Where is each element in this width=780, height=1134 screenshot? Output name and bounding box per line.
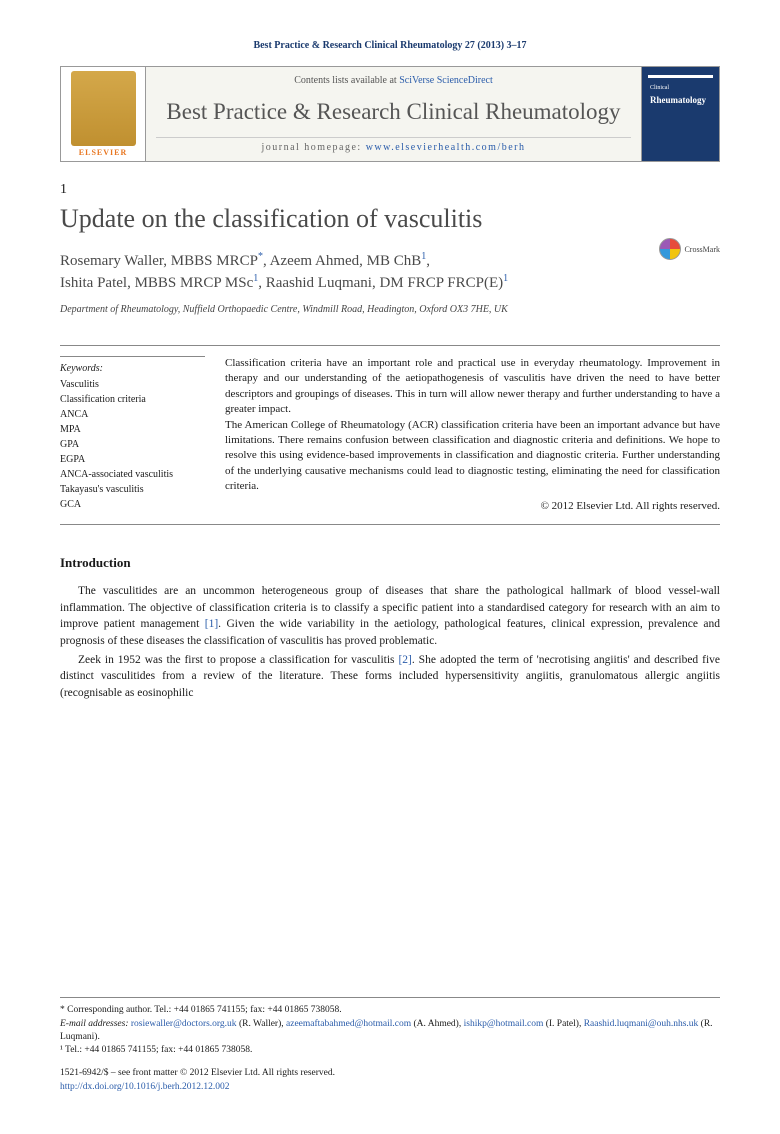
authors-block: Rosemary Waller, MBBS MRCP*, Azeem Ahmed… (60, 250, 720, 294)
homepage-line: journal homepage: www.elsevierhealth.com… (156, 137, 631, 153)
article-title: Update on the classification of vasculit… (60, 204, 720, 234)
abstract-p2: The American College of Rheumatology (AC… (225, 418, 720, 495)
email-2[interactable]: azeemaftabahmed@hotmail.com (286, 1019, 411, 1029)
email-4[interactable]: Raashid.luqmani@ouh.nhs.uk (584, 1019, 699, 1029)
author-3: Ishita Patel, MBBS MRCP MSc (60, 275, 253, 291)
sciencedirect-link[interactable]: SciVerse ScienceDirect (399, 75, 493, 86)
elsevier-tree-icon (71, 71, 136, 146)
abstract-p1: Classification criteria have an importan… (225, 356, 720, 418)
author-1-sym: * (258, 251, 263, 262)
keyword: Takayasu's vasculitis (60, 482, 205, 497)
doi-link[interactable]: http://dx.doi.org/10.1016/j.berh.2012.12… (60, 1082, 230, 1092)
contents-available: Contents lists available at SciVerse Sci… (156, 75, 631, 86)
crossmark-label: CrossMark (684, 245, 720, 254)
keyword: GPA (60, 437, 205, 452)
author-3-sym: 1 (253, 273, 258, 284)
author-4-sym: 1 (503, 273, 508, 284)
author-4: Raashid Luqmani, DM FRCP FRCP(E) (266, 275, 503, 291)
email-2-who: (A. Ahmed), (411, 1019, 464, 1029)
issn-line: 1521-6942/$ – see front matter © 2012 El… (60, 1067, 720, 1080)
footnote-1: ¹ Tel.: +44 01865 741155; fax: +44 01865… (60, 1044, 720, 1057)
article-number: 1 (60, 182, 720, 198)
homepage-link[interactable]: www.elsevierhealth.com/berh (366, 142, 526, 153)
corresponding-author: * Corresponding author. Tel.: +44 01865 … (60, 1004, 720, 1017)
citation-1[interactable]: [1] (205, 618, 218, 630)
intro-p2a: Zeek in 1952 was the first to propose a … (78, 654, 398, 666)
intro-para-1: The vasculitides are an uncommon heterog… (60, 583, 720, 650)
crossmark-icon (659, 238, 681, 260)
section-heading-introduction: Introduction (60, 555, 720, 571)
keyword: EGPA (60, 452, 205, 467)
keywords-heading: Keywords: (60, 356, 205, 376)
journal-reference: Best Practice & Research Clinical Rheuma… (60, 40, 720, 51)
journal-header: ELSEVIER Contents lists available at Sci… (60, 66, 720, 162)
cover-label: Clinical (650, 85, 669, 91)
author-2-sym: 1 (421, 251, 426, 262)
issn-block: 1521-6942/$ – see front matter © 2012 El… (60, 1067, 720, 1094)
keyword: GCA (60, 497, 205, 512)
elsevier-label: ELSEVIER (79, 148, 127, 157)
keyword: ANCA (60, 407, 205, 422)
contents-prefix: Contents lists available at (294, 75, 399, 86)
abstract-copyright: © 2012 Elsevier Ltd. All rights reserved… (225, 499, 720, 514)
affiliation: Department of Rheumatology, Nuffield Ort… (60, 304, 720, 315)
footer: * Corresponding author. Tel.: +44 01865 … (60, 997, 720, 1094)
keyword: Vasculitis (60, 377, 205, 392)
citation-2[interactable]: [2] (398, 654, 411, 666)
keyword: Classification criteria (60, 392, 205, 407)
keywords-column: Keywords: Vasculitis Classification crit… (60, 346, 215, 524)
elsevier-logo[interactable]: ELSEVIER (61, 67, 146, 161)
abstract-column: Classification criteria have an importan… (215, 346, 720, 524)
email-3[interactable]: ishikp@hotmail.com (464, 1019, 544, 1029)
crossmark-badge[interactable]: CrossMark (659, 238, 720, 260)
author-1: Rosemary Waller, MBBS MRCP (60, 253, 258, 269)
header-center: Contents lists available at SciVerse Sci… (146, 67, 641, 161)
email-1[interactable]: rosiewaller@doctors.org.uk (131, 1019, 237, 1029)
journal-cover-thumbnail[interactable]: Clinical Rheumatology (641, 67, 719, 161)
cover-title: Rheumatology (650, 95, 706, 105)
homepage-prefix: journal homepage: (261, 142, 365, 153)
email-3-who: (I. Patel), (543, 1019, 583, 1029)
abstract-container: Keywords: Vasculitis Classification crit… (60, 345, 720, 525)
email-label: E-mail addresses: (60, 1019, 131, 1029)
email-1-who: (R. Waller), (237, 1019, 286, 1029)
journal-title: Best Practice & Research Clinical Rheuma… (156, 98, 631, 126)
intro-para-2: Zeek in 1952 was the first to propose a … (60, 652, 720, 702)
keyword: ANCA-associated vasculitis (60, 467, 205, 482)
email-addresses: E-mail addresses: rosiewaller@doctors.or… (60, 1018, 720, 1045)
keyword: MPA (60, 422, 205, 437)
author-2: Azeem Ahmed, MB ChB (270, 253, 422, 269)
